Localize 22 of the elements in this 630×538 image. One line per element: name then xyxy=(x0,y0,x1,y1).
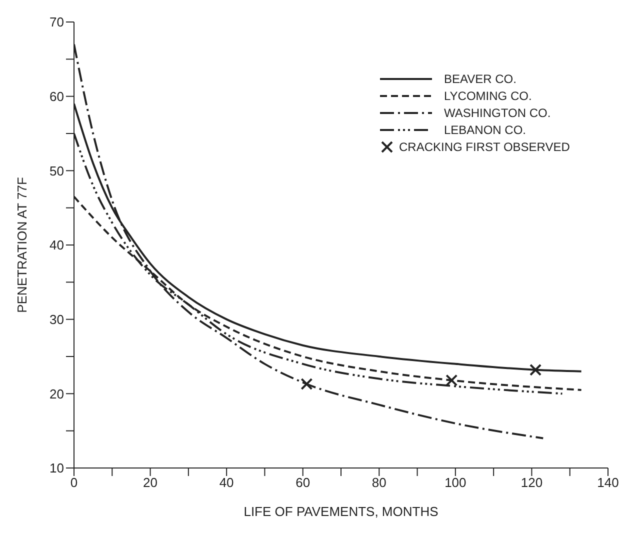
x-tick-label: 20 xyxy=(143,475,158,490)
y-tick-label: 60 xyxy=(50,88,64,104)
x-tick-label: 100 xyxy=(444,475,466,490)
y-tick-label: 10 xyxy=(50,460,64,476)
legend-label: WASHINGTON CO. xyxy=(444,106,551,120)
y-axis-title: PENETRATION AT 77F xyxy=(14,177,30,313)
y-tick-label: 50 xyxy=(50,163,64,178)
x-tick-label: 0 xyxy=(70,475,78,490)
y-tick-label: 70 xyxy=(50,14,64,30)
x-tick-label: 120 xyxy=(520,475,543,490)
y-tick-label: 30 xyxy=(50,312,64,327)
x-tick-label: 80 xyxy=(372,475,386,490)
legend-label: LEBANON CO. xyxy=(444,122,526,136)
x-tick-label: 40 xyxy=(219,475,234,490)
y-tick-label: 40 xyxy=(50,238,64,253)
legend-label: BEAVER CO. xyxy=(444,72,516,86)
legend-label: LYCOMING CO. xyxy=(444,88,532,102)
x-tick-label: 140 xyxy=(597,475,619,490)
legend-label: CRACKING FIRST OBSERVED xyxy=(399,140,570,154)
y-tick-label: 20 xyxy=(50,386,64,402)
x-axis-title: LIFE OF PAVEMENTS, MONTHS xyxy=(244,504,439,519)
x-tick-label: 60 xyxy=(296,475,310,490)
